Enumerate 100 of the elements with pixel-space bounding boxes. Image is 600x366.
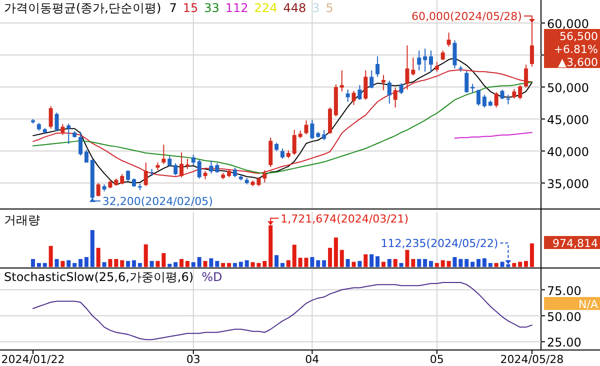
bar [512,263,516,267]
bar [96,248,100,267]
bar [156,260,160,267]
candlestick [428,50,433,73]
candlestick [162,144,166,164]
candlestick [197,160,202,180]
bar [42,263,47,267]
bar [423,259,428,267]
candlestick [399,82,404,95]
annotation: 32,200(2024/02/05) [102,194,213,208]
bar [387,259,392,267]
bar [232,263,237,267]
candlestick [66,123,71,144]
candlestick [168,156,172,167]
bar [114,259,118,267]
candlestick [440,50,445,61]
candlestick [434,62,439,72]
bar [440,260,445,267]
y-tick-label: 45,000 [547,113,589,128]
candlestick [185,158,190,170]
bar [310,257,314,267]
text: 112 [225,1,248,15]
bar [162,253,166,267]
annotation: 60,000(2024/05/28) [411,10,522,24]
candlestick [215,162,220,174]
bar [78,259,83,267]
y-tick-label: 40,000 [547,145,589,160]
candlestick [376,56,380,78]
bar [488,263,492,267]
bar [191,262,196,267]
bar [464,259,469,267]
candlestick [191,154,196,166]
candlestick [304,120,308,135]
text: 974,814 [552,237,598,250]
bar [48,246,53,267]
bar [90,230,94,267]
bar [274,255,279,267]
x-tick-label: 03 [186,353,200,366]
text: +6.81% [554,43,598,56]
bar [150,260,154,267]
legend-label: 224 [254,1,278,15]
bar [72,263,77,267]
bar [482,258,486,267]
bar [215,260,220,267]
bar [494,263,498,267]
text: ▲3,600 [558,56,598,69]
bar [36,263,41,267]
chart-title: StochasticSlow(25,6,가중이평,6) [4,270,194,284]
bar [376,256,380,267]
candlestick [506,94,510,105]
text: 56,500 [560,30,598,43]
bar [322,260,326,267]
legend-label: 448 [283,1,306,15]
bar [126,260,130,267]
bar [280,263,284,267]
candlestick [518,84,522,100]
bar [244,260,249,267]
candlestick [476,89,480,106]
bar [292,244,296,267]
candlestick [292,129,296,156]
bar [358,260,362,267]
y-tick-label: 75.00 [547,284,582,298]
y-tick-label: 35,000 [547,177,589,192]
candlestick [310,119,314,140]
bar [328,248,332,267]
candlestick [126,170,130,182]
legend-label: 3 [312,1,320,15]
text: 15 [182,1,198,15]
bar [352,262,356,267]
y-tick-label: 25.00 [547,336,582,350]
candlestick [494,92,498,108]
x-tick-label: 2024/05/28 [500,353,564,366]
bar [524,260,528,267]
line-series [32,282,532,340]
bar [411,259,416,267]
bar [138,263,142,267]
bar [340,250,344,267]
bar [108,259,112,267]
bar [238,262,243,267]
bar [227,263,232,267]
bar [102,262,106,267]
bar [54,259,59,267]
candlestick [512,88,516,100]
candlestick [381,74,386,91]
bar [209,258,214,267]
data-label: 1,721,674(2024/03/21) [280,212,409,226]
bar [185,260,190,267]
candlestick [84,149,88,164]
y-tick-label: 50.00 [547,310,582,324]
text: %D [202,270,222,284]
bar [458,259,463,267]
text: N/A [578,298,598,311]
candlestick [96,182,100,197]
candlestick [232,167,237,178]
bar [470,262,475,267]
bar [316,260,320,267]
candlestick [280,148,284,160]
bar [286,260,290,267]
candlestick [54,112,59,132]
candlestick [346,89,350,102]
